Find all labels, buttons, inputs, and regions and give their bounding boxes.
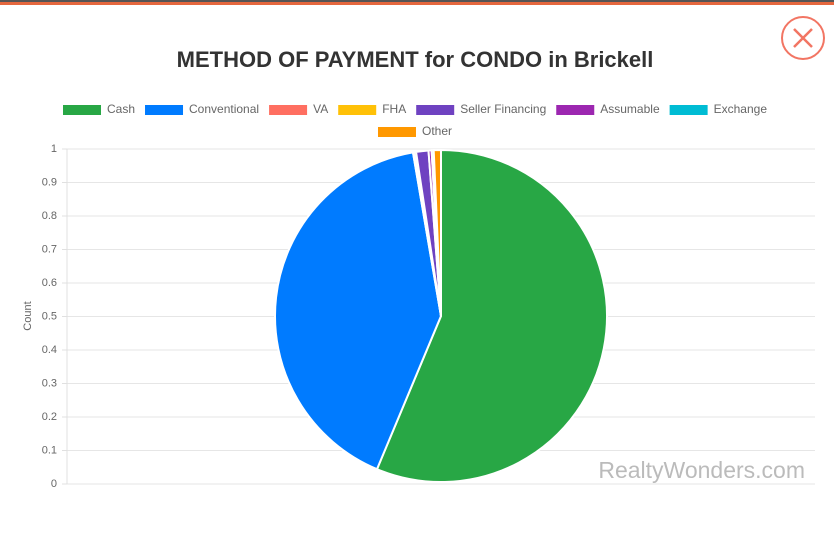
pie-slice xyxy=(432,148,442,317)
legend-label: Conventional xyxy=(189,102,259,116)
legend-item[interactable]: Seller Financing xyxy=(416,102,546,116)
pie-slice xyxy=(274,151,443,471)
top-strip xyxy=(0,0,834,2)
y-tick-label: 0.3 xyxy=(42,377,57,389)
y-tick-label: 0.2 xyxy=(42,411,57,423)
y-tick-label: 0 xyxy=(51,478,57,490)
y-tick-label: 0.4 xyxy=(42,344,57,356)
legend-swatch xyxy=(556,105,595,115)
y-tick-label: 0.6 xyxy=(42,277,57,289)
y-tick-label: 0.5 xyxy=(42,310,57,322)
y-axis-label: Count xyxy=(22,301,34,330)
legend-label: Assumable xyxy=(600,102,660,116)
y-tick-label: 0.9 xyxy=(42,176,57,188)
legend-label: FHA xyxy=(382,102,406,116)
legend-swatch xyxy=(416,105,455,115)
y-tick-label: 1 xyxy=(51,143,57,155)
y-tick-label: 0.7 xyxy=(42,243,57,255)
legend-item[interactable]: Other xyxy=(377,124,452,138)
close-icon[interactable] xyxy=(793,28,813,48)
legend-label: Seller Financing xyxy=(460,102,546,116)
legend-label: Exchange xyxy=(714,102,768,116)
legend-swatch xyxy=(269,105,308,115)
top-bar xyxy=(0,2,834,5)
legend-item[interactable]: VA xyxy=(269,102,328,116)
legend-item[interactable]: Assumable xyxy=(556,102,660,116)
chart-title: METHOD OF PAYMENT for CONDO in Brickell xyxy=(177,47,654,72)
y-tick-label: 0.1 xyxy=(42,444,57,456)
legend-label: Other xyxy=(422,124,452,138)
pie-slice xyxy=(375,148,608,483)
legend-swatch xyxy=(377,127,416,137)
legend-swatch xyxy=(63,105,101,115)
watermark: RealtyWonders.com xyxy=(598,457,805,483)
y-tick-label: 0.8 xyxy=(42,210,57,222)
legend-swatch xyxy=(669,105,708,115)
legend-item[interactable]: FHA xyxy=(338,102,406,116)
legend-item[interactable]: Conventional xyxy=(145,102,259,116)
legend-label: VA xyxy=(313,102,328,116)
legend-item[interactable]: Exchange xyxy=(669,102,768,116)
legend-item[interactable]: Cash xyxy=(63,102,135,116)
legend-label: Cash xyxy=(107,102,135,116)
close-button[interactable] xyxy=(781,16,825,60)
legend-swatch xyxy=(145,105,184,115)
legend-swatch xyxy=(338,105,377,115)
